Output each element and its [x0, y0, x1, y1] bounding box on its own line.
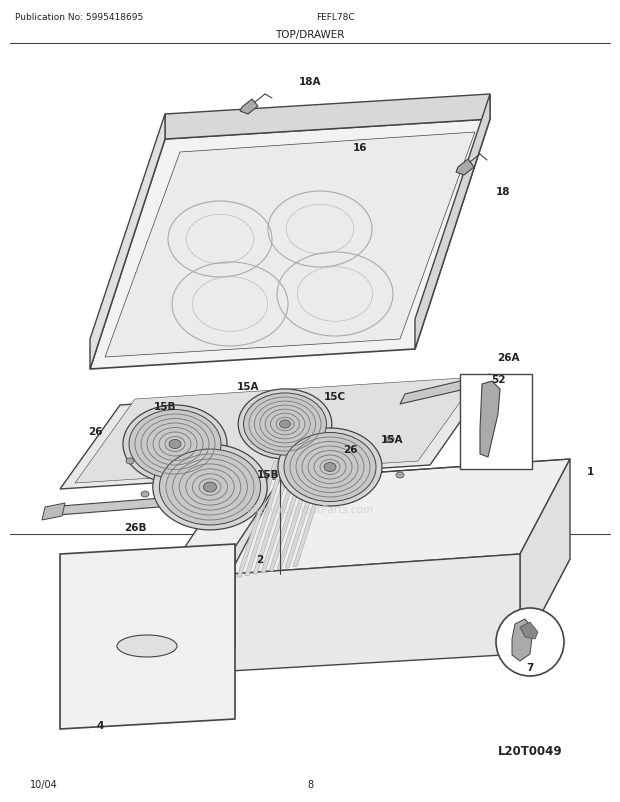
Polygon shape — [185, 559, 570, 659]
Text: 7: 7 — [526, 662, 534, 672]
Polygon shape — [45, 484, 340, 516]
Ellipse shape — [126, 459, 134, 464]
Text: 8: 8 — [307, 779, 313, 789]
Polygon shape — [400, 375, 490, 404]
Text: 15B: 15B — [154, 402, 176, 411]
Ellipse shape — [238, 390, 332, 460]
Text: 2: 2 — [257, 554, 264, 565]
Polygon shape — [230, 554, 520, 671]
Text: 10/04: 10/04 — [30, 779, 58, 789]
Polygon shape — [240, 100, 258, 115]
Polygon shape — [60, 379, 490, 489]
Polygon shape — [105, 133, 475, 358]
Ellipse shape — [203, 483, 216, 492]
Text: 18A: 18A — [299, 77, 321, 87]
Text: 52: 52 — [491, 375, 505, 384]
Polygon shape — [185, 547, 235, 659]
Bar — [460, 375, 532, 469]
Ellipse shape — [244, 394, 326, 456]
Polygon shape — [75, 378, 478, 484]
Ellipse shape — [129, 410, 221, 479]
Ellipse shape — [284, 433, 376, 502]
Ellipse shape — [396, 472, 404, 479]
Ellipse shape — [123, 406, 227, 484]
Text: L20T0049: L20T0049 — [498, 744, 562, 758]
Ellipse shape — [324, 463, 336, 472]
Text: eReplacementParts.com: eReplacementParts.com — [246, 504, 374, 514]
Polygon shape — [230, 480, 280, 574]
Polygon shape — [60, 545, 235, 729]
Ellipse shape — [141, 492, 149, 497]
Polygon shape — [253, 459, 294, 574]
Ellipse shape — [280, 420, 290, 428]
Polygon shape — [261, 457, 302, 573]
Polygon shape — [230, 460, 570, 574]
Text: 26: 26 — [88, 427, 102, 436]
Polygon shape — [480, 382, 500, 457]
Polygon shape — [90, 119, 490, 370]
Polygon shape — [520, 622, 538, 639]
Polygon shape — [512, 619, 533, 661]
Polygon shape — [185, 480, 280, 547]
Polygon shape — [269, 456, 310, 571]
Ellipse shape — [153, 444, 267, 530]
Polygon shape — [165, 95, 490, 140]
Polygon shape — [90, 115, 165, 370]
Polygon shape — [484, 378, 498, 391]
Ellipse shape — [169, 440, 181, 449]
Polygon shape — [42, 504, 65, 520]
Ellipse shape — [496, 608, 564, 676]
Text: 15C: 15C — [324, 391, 346, 402]
Polygon shape — [293, 451, 334, 567]
Text: TOP/DRAWER: TOP/DRAWER — [275, 30, 345, 40]
Ellipse shape — [159, 449, 260, 525]
Text: 1: 1 — [587, 467, 593, 476]
Text: 26: 26 — [343, 444, 357, 455]
Text: Publication No: 5995418695: Publication No: 5995418695 — [15, 14, 143, 22]
Polygon shape — [245, 460, 286, 576]
Ellipse shape — [386, 436, 394, 443]
Polygon shape — [237, 461, 278, 577]
Polygon shape — [415, 95, 490, 350]
Ellipse shape — [278, 428, 382, 506]
Text: 15A: 15A — [237, 382, 259, 391]
Text: 4: 4 — [96, 720, 104, 730]
Text: 15A: 15A — [381, 435, 403, 444]
Polygon shape — [277, 454, 318, 569]
Polygon shape — [285, 452, 326, 569]
Text: 26A: 26A — [497, 353, 520, 363]
Text: 26B: 26B — [124, 522, 146, 533]
Text: FEFL78C: FEFL78C — [316, 14, 354, 22]
Text: 16: 16 — [353, 143, 367, 153]
Text: 15B: 15B — [257, 469, 279, 480]
Polygon shape — [456, 160, 474, 176]
Polygon shape — [520, 460, 570, 654]
Text: 18: 18 — [496, 187, 510, 196]
Ellipse shape — [117, 635, 177, 657]
